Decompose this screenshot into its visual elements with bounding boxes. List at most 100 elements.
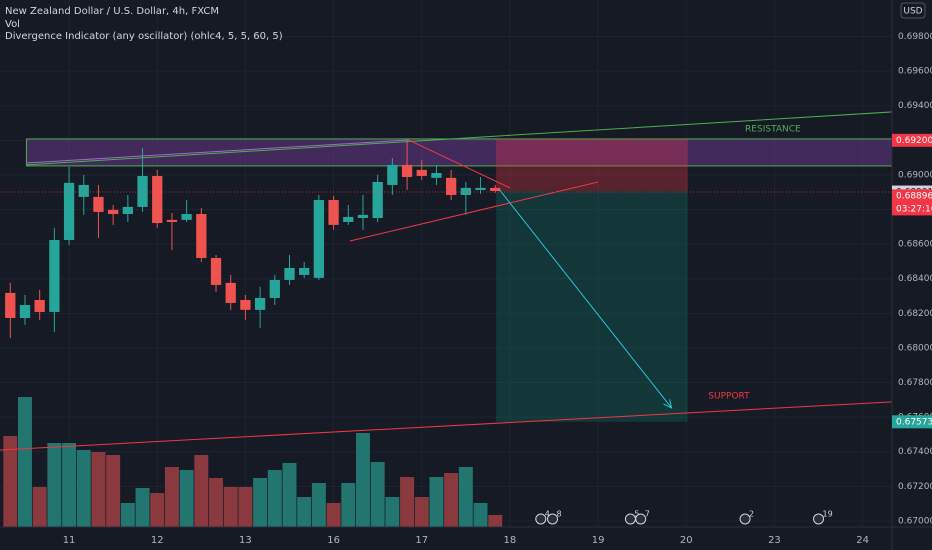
event-icon[interactable]	[813, 513, 825, 525]
volume-bar	[32, 487, 47, 527]
volume-bar	[120, 503, 135, 527]
candle-body	[49, 239, 60, 312]
y-tick-label: 0.69400	[898, 101, 932, 111]
candle-body	[225, 282, 236, 303]
trend-line	[0, 401, 893, 451]
x-tick-label: 11	[63, 535, 76, 546]
trend-line	[26, 111, 893, 166]
candle-body	[254, 297, 266, 310]
volume-bar	[282, 463, 297, 527]
y-tick-label: 0.67800	[898, 378, 932, 388]
candle-body	[460, 187, 471, 195]
volume-bar	[47, 443, 62, 527]
arrow	[499, 189, 673, 409]
volume-bar	[267, 470, 282, 527]
volume-bar	[150, 493, 165, 527]
volume-bar	[326, 503, 341, 527]
event-count: 5	[634, 510, 639, 519]
event-icon[interactable]	[535, 513, 547, 525]
y-tick-label: 0.67000	[898, 516, 932, 526]
candle-body	[63, 182, 75, 240]
volume-bar	[458, 467, 473, 527]
y-tick-label: 0.67400	[898, 447, 932, 457]
x-tick-label: 23	[768, 535, 781, 546]
event-icon[interactable]	[547, 513, 559, 525]
price-label: 0.67573	[896, 417, 932, 427]
volume-bar	[164, 467, 179, 527]
volume-bar	[444, 473, 459, 527]
volume-bar	[209, 478, 223, 527]
volume-bar	[414, 497, 429, 527]
candle-body	[299, 267, 310, 275]
resistance-zone	[25, 138, 893, 167]
price-label: 0.68896	[896, 191, 932, 201]
volume-bar	[385, 497, 400, 527]
x-tick-label: 19	[592, 535, 605, 546]
candle-body	[78, 184, 89, 197]
candle-body	[19, 305, 31, 318]
currency-box[interactable]	[900, 2, 926, 19]
event-count: 7	[645, 510, 650, 519]
volume-bar	[76, 450, 91, 527]
candle-body	[181, 214, 192, 220]
candle-body	[269, 279, 280, 298]
volume-bar	[311, 483, 326, 527]
y-tick-label: 0.68600	[898, 240, 932, 250]
x-tick-label: 12	[151, 535, 164, 546]
candle-body	[93, 196, 104, 212]
volume-bar	[3, 436, 18, 527]
event-icon[interactable]	[739, 513, 751, 525]
currency[interactable]: USD	[903, 7, 922, 17]
volume-bar	[135, 488, 150, 527]
event-count: 4	[545, 510, 550, 519]
y-tick-label: 0.69800	[898, 32, 932, 42]
candle-body	[475, 187, 486, 190]
candle-body	[210, 257, 222, 285]
candle-body	[328, 200, 339, 225]
trend-line	[349, 181, 599, 242]
volume-bar	[370, 462, 385, 527]
volume-bar	[429, 477, 444, 527]
candle-body	[137, 175, 148, 207]
event-count: 19	[823, 510, 833, 519]
candle-body	[122, 206, 133, 215]
candle-body	[343, 216, 354, 222]
candle-body	[284, 267, 295, 280]
event-icon[interactable]	[635, 513, 647, 525]
volume-bar	[179, 470, 194, 527]
event-count: 8	[557, 510, 562, 519]
volume-bar	[194, 455, 209, 527]
candle-body	[152, 175, 163, 224]
position-stop	[496, 138, 688, 192]
candle-body	[357, 214, 369, 218]
annotation: SUPPORT	[708, 391, 750, 401]
candle-body	[387, 164, 398, 185]
volume-bar	[223, 487, 238, 527]
y-tick-label: 0.69000	[898, 170, 932, 180]
event-count: 2	[749, 510, 754, 519]
y-tick-label: 0.68200	[898, 309, 932, 319]
x-tick-label: 13	[239, 535, 252, 546]
price-label-bg	[892, 133, 932, 147]
volume-bar	[355, 433, 370, 527]
candle-body	[34, 300, 45, 312]
x-tick-label: 24	[856, 535, 869, 546]
candle-body	[401, 164, 413, 177]
y-tick-label: 0.68000	[898, 343, 932, 353]
volume-bar	[18, 397, 32, 527]
price-label: 0.69200	[896, 136, 932, 146]
candle-body	[5, 292, 16, 318]
price-label-bg	[892, 415, 932, 429]
candle-body	[372, 182, 383, 218]
annotation: RESISTANCE	[745, 125, 801, 135]
x-tick-label: 16	[327, 535, 340, 546]
y-tick-label: 0.69600	[898, 67, 932, 77]
volume-bar	[341, 483, 356, 527]
volume-bar	[106, 455, 121, 527]
indicator-label: Divergence Indicator (any oscillator) (o…	[5, 31, 283, 42]
x-tick-label: 18	[504, 535, 517, 546]
candle-body	[108, 209, 119, 215]
trend-line	[408, 139, 511, 189]
